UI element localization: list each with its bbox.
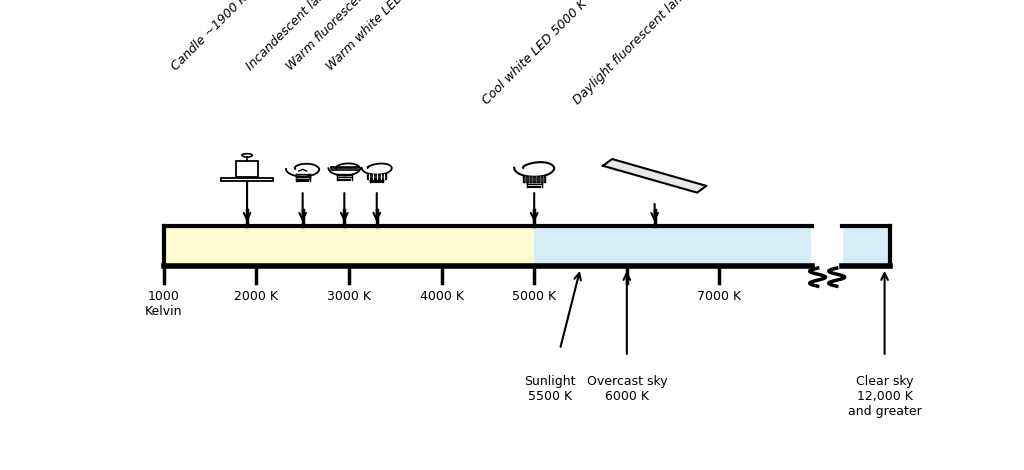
- Text: Daylight fluorescent lamp 6300 K: Daylight fluorescent lamp 6300 K: [571, 0, 729, 107]
- Text: Cool white LED 5000 K: Cool white LED 5000 K: [480, 0, 590, 107]
- Text: Sunlight
5500 K: Sunlight 5500 K: [524, 375, 577, 403]
- Polygon shape: [603, 159, 707, 193]
- Text: Warm fluorescent lamp 2950 K: Warm fluorescent lamp 2950 K: [284, 0, 430, 73]
- Bar: [221, 178, 272, 181]
- Text: 5000 K: 5000 K: [512, 290, 556, 303]
- Text: Overcast sky
6000 K: Overcast sky 6000 K: [587, 375, 668, 403]
- Bar: [164, 227, 535, 266]
- Text: 2000 K: 2000 K: [234, 290, 279, 303]
- Bar: [535, 227, 890, 266]
- Text: 7000 K: 7000 K: [697, 290, 741, 303]
- Text: Warm white LED 3300 K: Warm white LED 3300 K: [324, 0, 440, 73]
- Text: 1000
Kelvin: 1000 Kelvin: [145, 290, 182, 318]
- Bar: [523, 175, 545, 182]
- Text: Clear sky
12,000 K
and greater: Clear sky 12,000 K and greater: [848, 375, 922, 418]
- Text: Candle ~1900 K: Candle ~1900 K: [169, 0, 250, 73]
- Text: 4000 K: 4000 K: [420, 290, 464, 303]
- Bar: [368, 173, 386, 179]
- Bar: [237, 161, 258, 178]
- Bar: [811, 212, 843, 281]
- Text: 3000 K: 3000 K: [327, 290, 371, 303]
- Text: Incandescent lamp 2500 K: Incandescent lamp 2500 K: [244, 0, 372, 73]
